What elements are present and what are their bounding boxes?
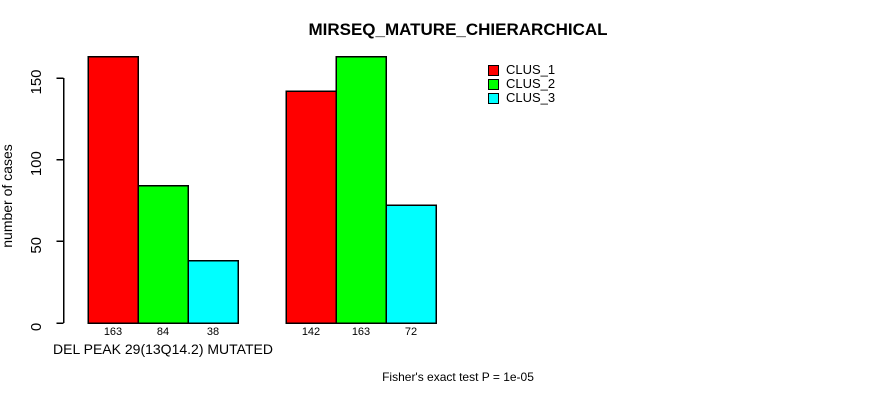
bar-labels-group: 163 84 38 DEL PEAK 29(13Q14.2) MUTATED 142 16… — [53, 326, 417, 357]
bars-group — [87, 56, 437, 324]
y-tick-label: 150 — [28, 69, 45, 94]
y-axis: 0 50 100 150 — [28, 69, 65, 331]
x-category-label: DEL PEAK 29(13Q14.2) MUTATED — [53, 341, 273, 357]
bar-value-label: 38 — [207, 326, 219, 338]
legend-swatch-CLUS_1 — [488, 64, 499, 76]
legend: CLUS_1 CLUS_2 CLUS_3 — [488, 63, 555, 105]
bar-value-label: 72 — [405, 326, 417, 338]
y-tick-label: 100 — [28, 151, 45, 176]
legend-label: CLUS_2 — [506, 76, 556, 91]
legend-label: CLUS_1 — [506, 62, 556, 77]
y-tick-label: 0 — [28, 323, 45, 331]
legend-label: CLUS_3 — [506, 90, 556, 105]
bar-CLUS_1-group1 — [87, 56, 139, 324]
bar-CLUS_1-group2 — [285, 90, 337, 324]
bar-CLUS_2-group2 — [335, 56, 387, 324]
legend-swatch-CLUS_2 — [488, 78, 499, 90]
legend-item: CLUS_2 — [488, 77, 555, 91]
y-tick-label: 50 — [28, 237, 45, 254]
bar-CLUS_2-group1 — [137, 185, 189, 324]
bar-value-label: 163 — [104, 326, 122, 338]
legend-swatch-CLUS_3 — [488, 92, 499, 104]
footer-annotation: Fisher's exact test P = 1e-05 — [382, 370, 534, 384]
bar-value-label: 163 — [352, 326, 370, 338]
legend-item: CLUS_1 — [488, 63, 555, 77]
bar-value-label: 142 — [302, 326, 320, 338]
chart-title: MIRSEQ_MATURE_CHIERARCHICAL — [308, 20, 607, 39]
bar-CLUS_3-group1 — [187, 260, 239, 324]
legend-item: CLUS_3 — [488, 91, 555, 105]
bar-value-label: 84 — [157, 326, 169, 338]
bar-CLUS_3-group2 — [385, 204, 437, 324]
y-axis-label: number of cases — [0, 144, 15, 248]
